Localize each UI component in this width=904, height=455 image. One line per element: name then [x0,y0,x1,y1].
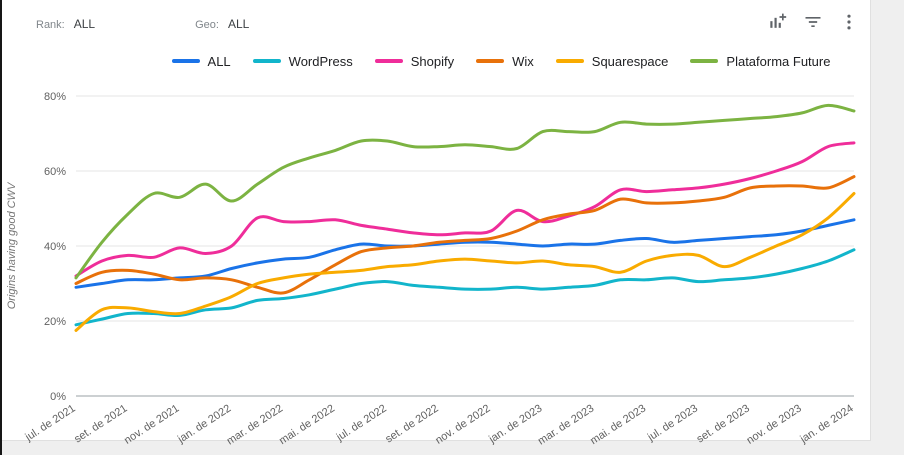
x-axis-label: mai. de 2023 [588,402,648,447]
x-axis-label: jan. de 2024 [797,402,855,446]
legend-item-shopify[interactable]: Shopify [374,53,455,69]
x-axis-label: nov. de 2022 [433,402,492,446]
cwv-report-panel: Rank: ALL Geo: ALL [2,0,871,447]
legend-label-all: ALL [207,53,231,69]
x-axis-label: mar. de 2022 [225,402,285,447]
legend-item-all[interactable]: ALL [171,53,231,69]
rank-filter-value[interactable]: ALL [73,17,96,31]
kebab-menu-icon [839,12,859,37]
toolbar-icons [764,11,862,37]
left-panel-edge-divider [0,0,2,455]
legend-item-wix[interactable]: Wix [476,54,534,69]
geo-filter-label: Geo: [195,19,219,31]
filter-button[interactable] [800,11,826,37]
rank-filter[interactable]: Rank: ALL [36,17,95,31]
legend-item-squarespace[interactable]: Squarespace [555,53,669,69]
filter-group: Rank: ALL Geo: ALL [36,17,249,31]
more-options-button[interactable] [836,11,862,37]
x-axis-label: nov. de 2021 [122,402,181,446]
x-axis-label: jul. de 2021 [23,402,78,444]
x-axis-label: set. de 2023 [695,402,752,445]
series-line-squarespace[interactable] [74,192,856,332]
x-axis-label: set. de 2022 [383,402,440,445]
legend-label-wix: Wix [512,53,534,69]
y-axis-label: 0% [50,391,66,403]
series-line-plataforma-future[interactable] [74,103,856,280]
x-axis-label: jul. de 2022 [334,402,389,444]
y-axis-label: 40% [44,241,66,253]
x-axis-label: mai. de 2022 [277,402,337,447]
legend-swatch-all [171,59,200,63]
cwv-trend-chart[interactable]: 0% 20% 40% 60% 80% Origins having good CWV jul… [2,74,871,447]
chart-toolbar: Rank: ALL Geo: ALL [2,0,870,48]
legend-label-shopify: Shopify [410,53,455,69]
geo-filter[interactable]: Geo: ALL [195,17,249,31]
x-axis-label: jul. de 2023 [645,402,700,444]
series-line-all[interactable] [74,218,856,289]
x-axis-label: jan. de 2022 [175,402,233,446]
series-line-wordpress[interactable] [74,248,856,327]
legend-swatch-wix [476,59,505,63]
legend-swatch-shopify [374,59,403,63]
y-axis-label: 20% [44,316,66,328]
x-axis-label: set. de 2021 [72,402,129,445]
series-line-wix[interactable] [74,175,856,295]
legend-label-squarespace: Squarespace [591,53,669,69]
geo-filter-value[interactable]: ALL [227,17,250,31]
legend-swatch-wordpress [252,59,281,63]
add-chart-icon [767,12,787,37]
legend-label-plataforma-future: Plataforma Future [726,53,831,69]
legend-swatch-plataforma-future [690,59,719,63]
y-axis-label: 80% [44,91,66,103]
y-axis-title: Origins having good CWV [6,181,18,309]
legend-swatch-squarespace [555,59,584,63]
legend-label-wordpress: WordPress [288,53,353,69]
x-axis-label: mar. de 2023 [536,402,596,447]
legend-item-plataforma-future[interactable]: Plataforma Future [690,54,830,69]
add-chart-button[interactable] [764,11,790,37]
x-axis-label: nov. de 2023 [745,402,804,446]
x-axis-label: jan. de 2023 [486,402,544,446]
filter-icon [803,12,823,37]
legend-item-wordpress[interactable]: WordPress [252,53,353,69]
chart-area: 0% 20% 40% 60% 80% Origins having good CWV jul… [2,74,871,447]
rank-filter-label: Rank: [36,19,65,31]
chart-legend: ALL WordPress Shopify Wix Squarespace Platafo… [132,48,870,74]
series-line-shopify[interactable] [74,141,856,278]
y-axis-label: 60% [44,166,66,178]
